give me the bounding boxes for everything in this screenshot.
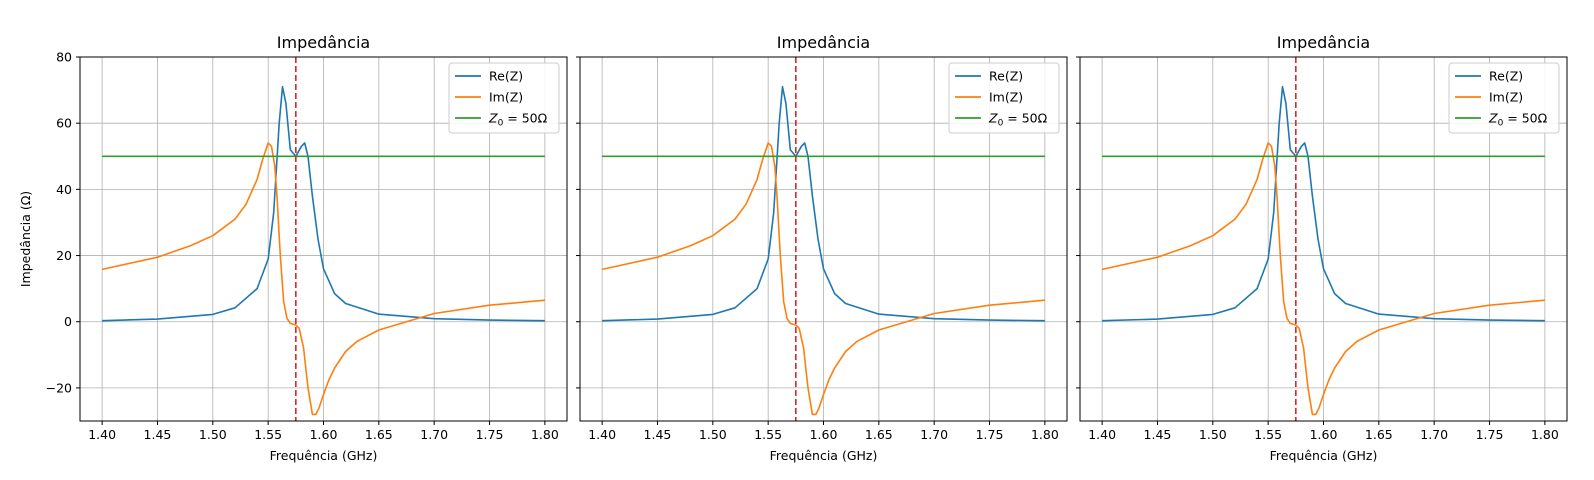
x-tick-label: 1.60	[1310, 427, 1338, 442]
x-tick-label: 1.75	[976, 427, 1004, 442]
x-tick-label: 1.55	[1254, 427, 1282, 442]
chart-panel-3: 1.40 1.45 1.50 1.55 1.60 1.65 1.70 1.75 1.80 Impe…	[1076, 33, 1568, 463]
series-line-re-z	[602, 86, 1045, 322]
x-tick-label: 1.80	[531, 427, 559, 442]
legend-label: Im(Z)	[489, 90, 523, 105]
x-tick-label: 1.80	[1031, 427, 1059, 442]
series-line-re-z	[102, 86, 545, 322]
legend-label: Im(Z)	[989, 90, 1023, 105]
chart-panel-2: 1.40 1.45 1.50 1.55 1.60 1.65 1.70 1.75 1.80 Impe…	[576, 33, 1068, 463]
x-tick-label: 1.55	[254, 427, 282, 442]
series-line-im-z	[101, 142, 545, 416]
legend-label: Im(Z)	[1489, 90, 1523, 105]
legend-label: Z0 = 50Ω	[1488, 111, 1548, 129]
y-tick-label: 20	[56, 248, 72, 263]
chart-title: Impedância	[777, 33, 870, 52]
legend: Re(Z) Im(Z) Z0 = 50Ω	[448, 62, 560, 134]
x-axis-label: Frequência (GHz)	[270, 448, 378, 463]
legend-box	[1448, 62, 1560, 134]
x-tick-label: 1.75	[1476, 427, 1504, 442]
x-tick-label: 1.45	[144, 427, 172, 442]
x-tick-label: 1.70	[1420, 427, 1448, 442]
x-tick-label: 1.50	[1199, 427, 1227, 442]
x-tick-label: 1.70	[920, 427, 948, 442]
legend-box	[948, 62, 1060, 134]
x-tick-label: 1.55	[754, 427, 782, 442]
x-tick-label: 1.50	[699, 427, 727, 442]
x-tick-label: 1.80	[1531, 427, 1559, 442]
y-tick-label: −20	[46, 380, 72, 395]
x-axis-label: Frequência (GHz)	[1270, 448, 1378, 463]
chart-title: Impedância	[277, 33, 370, 52]
x-tick-label: 1.65	[365, 427, 393, 442]
y-tick-label: 80	[56, 50, 72, 65]
x-axis-label: Frequência (GHz)	[770, 448, 878, 463]
x-tick-label: 1.70	[420, 427, 448, 442]
legend-label: Z0 = 50Ω	[988, 111, 1048, 129]
legend: Re(Z) Im(Z) Z0 = 50Ω	[948, 62, 1060, 134]
legend-label: Re(Z)	[989, 69, 1023, 84]
y-tick-label: 60	[56, 116, 72, 131]
plot-area	[601, 57, 1045, 421]
series-line-im-z	[1101, 142, 1545, 416]
series-line-im-z	[601, 142, 1045, 416]
legend-label: Re(Z)	[489, 69, 523, 84]
plot-area	[101, 57, 545, 421]
legend: Re(Z) Im(Z) Z0 = 50Ω	[1448, 62, 1560, 134]
legend-label: Z0 = 50Ω	[488, 111, 548, 129]
x-tick-label: 1.65	[865, 427, 893, 442]
x-tick-label: 1.45	[644, 427, 672, 442]
legend-label: Re(Z)	[1489, 69, 1523, 84]
y-axis-label: Impedância (Ω)	[18, 191, 33, 287]
x-tick-label: 1.60	[810, 427, 838, 442]
series-line-re-z	[1102, 86, 1545, 322]
chart-panel-1: 1.40 1.45 1.50 1.55 1.60 1.65 1.70 1.75 1.80 −20 0…	[18, 33, 568, 463]
x-tick-label: 1.45	[1144, 427, 1172, 442]
x-tick-label: 1.50	[199, 427, 227, 442]
y-tick-label: 0	[64, 314, 72, 329]
chart-title: Impedância	[1277, 33, 1370, 52]
x-tick-label: 1.75	[476, 427, 504, 442]
plot-area	[1101, 57, 1545, 421]
y-tick-label: 40	[56, 182, 72, 197]
x-tick-label: 1.40	[88, 427, 116, 442]
x-tick-label: 1.40	[1088, 427, 1116, 442]
x-tick-label: 1.65	[1365, 427, 1393, 442]
x-tick-label: 1.60	[310, 427, 338, 442]
x-tick-label: 1.40	[588, 427, 616, 442]
legend-box	[448, 62, 560, 134]
